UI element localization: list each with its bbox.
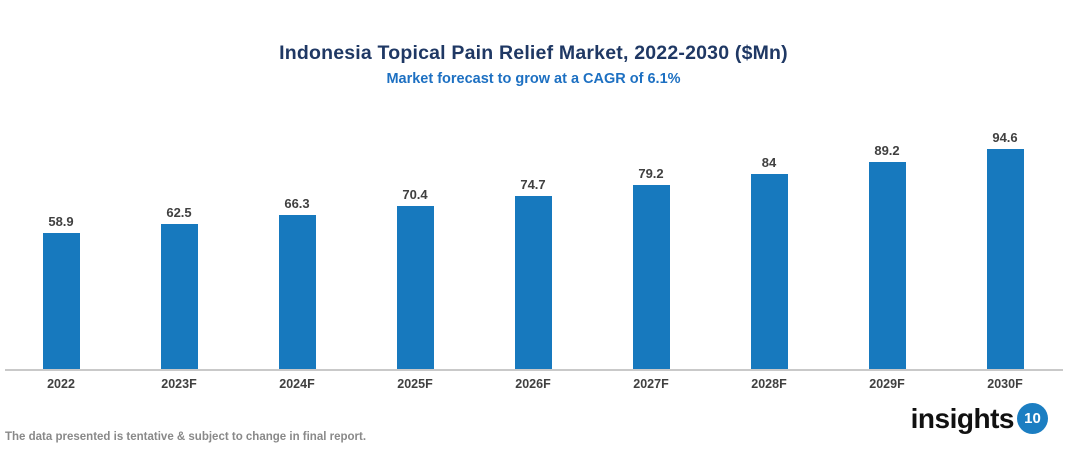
- bar: [278, 215, 316, 370]
- x-axis-tick-label: 2025F: [397, 377, 433, 391]
- bar-value-label: 84: [761, 155, 777, 170]
- logo-badge: 10: [1017, 403, 1048, 434]
- disclaimer-note: The data presented is tentative & subjec…: [5, 431, 367, 443]
- bar-value-label: 58.9: [48, 214, 74, 229]
- bar-column: 74.7: [474, 178, 592, 370]
- bar-value-label: 74.7: [520, 177, 546, 192]
- x-axis-tick-label: 2029F: [869, 377, 905, 391]
- bar-column: 79.2: [592, 167, 710, 370]
- bar-value-label: 94.6: [992, 130, 1018, 145]
- bar-column: 66.3: [238, 197, 356, 370]
- x-axis-tick-label: 2030F: [987, 377, 1023, 391]
- bar-column: 62.5: [120, 206, 238, 370]
- insights10-logo: insights 10: [911, 403, 1048, 434]
- bar-column: 58.9: [2, 215, 120, 370]
- bar-column: 70.4: [356, 188, 474, 370]
- bar: [514, 196, 552, 370]
- bar: [42, 233, 80, 370]
- x-axis-labels: 2022 2023F 2024F 2025F 2026F 2027F 2028F 2029F 2…: [2, 377, 1064, 391]
- bar-chart-plot: 58.9 62.5 66.3 70.4 74.7 79.2 84 89.2 94.6 2022 2…: [2, 0, 1064, 400]
- x-axis-tick-label: 2024F: [279, 377, 315, 391]
- bar: [868, 162, 906, 370]
- bars-container: 58.9 62.5 66.3 70.4 74.7 79.2 84 89.2 94.6: [2, 0, 1064, 370]
- bar-value-label: 70.4: [402, 187, 428, 202]
- bar: [160, 224, 198, 370]
- chart-subtitle: Market forecast to grow at a CAGR of 6.1…: [386, 71, 681, 87]
- bar: [750, 174, 788, 370]
- bar: [986, 149, 1024, 370]
- x-axis-tick-label: 2028F: [751, 377, 787, 391]
- logo-text: insights: [910, 403, 1015, 434]
- bar-value-label: 66.3: [284, 196, 310, 211]
- chart-title: Indonesia Topical Pain Relief Market, 20…: [279, 42, 788, 64]
- x-axis-tick-label: 2023F: [161, 377, 197, 391]
- bar-value-label: 89.2: [874, 143, 900, 158]
- x-axis-tick-label: 2027F: [633, 377, 669, 391]
- bar-value-label: 79.2: [638, 166, 664, 181]
- x-axis-tick-label: 2022: [47, 377, 75, 391]
- bar: [632, 185, 670, 370]
- x-axis-tick-label: 2026F: [515, 377, 551, 391]
- bar-value-label: 62.5: [166, 205, 192, 220]
- bar-column: 84: [710, 156, 828, 370]
- bar: [396, 206, 434, 370]
- bar-column: 89.2: [828, 144, 946, 370]
- x-axis-line: [5, 369, 1063, 371]
- bar-column: 94.6: [946, 131, 1064, 370]
